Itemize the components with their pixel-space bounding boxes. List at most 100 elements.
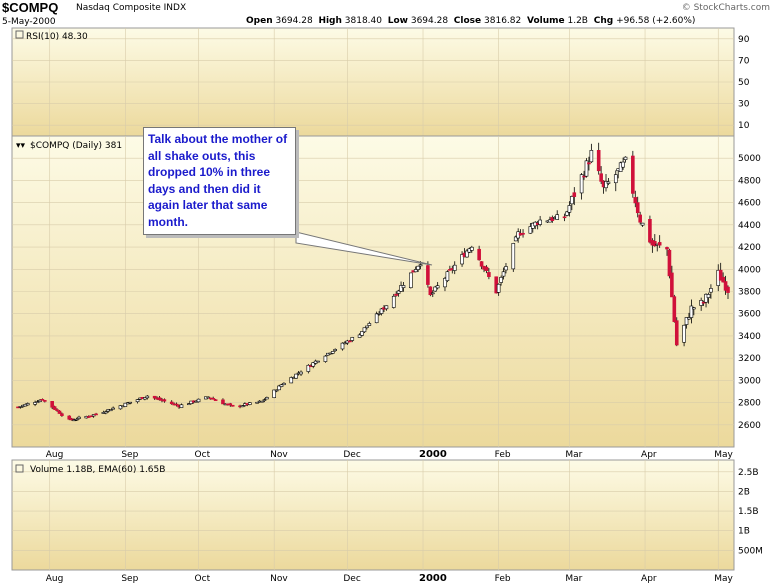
candle-body <box>638 214 642 223</box>
candle-body <box>394 293 398 296</box>
candle-body <box>152 395 157 399</box>
candle-body <box>52 406 57 410</box>
x-tick-label: Oct <box>195 450 211 460</box>
panel-toggle-icon[interactable] <box>15 30 24 39</box>
low-value: 3694.28 <box>410 16 449 26</box>
x-tick-label: May <box>714 450 733 460</box>
candle-body <box>357 334 362 338</box>
candle-body <box>289 377 294 384</box>
candle-body <box>265 397 269 400</box>
x-tick-label: Mar <box>565 574 582 584</box>
candle-body <box>653 241 657 247</box>
candle-body <box>279 384 284 387</box>
annotation-callout: Talk about the mother of all shake outs,… <box>143 127 296 235</box>
candle-body <box>311 362 316 367</box>
candle-body <box>55 409 59 411</box>
candle-body <box>726 286 730 293</box>
candle-body <box>701 301 706 304</box>
candle-body <box>299 371 303 375</box>
x-tick-label: Nov <box>270 574 288 584</box>
candle-body <box>365 325 369 328</box>
candle-body <box>589 150 594 163</box>
candle-body <box>67 415 72 420</box>
candle-body <box>384 305 389 310</box>
price-tick-label: 3400 <box>738 332 761 342</box>
candle-body <box>657 242 662 246</box>
candle-body <box>228 403 233 406</box>
candle-body <box>511 243 516 270</box>
candle-body <box>596 150 601 172</box>
price-tick-label: 5000 <box>738 154 761 164</box>
candle-body <box>111 407 115 410</box>
volume-tick-label: 1B <box>738 527 750 537</box>
x-tick-label: Aug <box>46 574 64 584</box>
candle-body <box>323 355 328 362</box>
candle-body <box>555 214 560 220</box>
price-panel-icon: ▾▾ <box>16 141 26 151</box>
candle-body <box>689 305 694 318</box>
price-tick-label: 3800 <box>738 288 761 298</box>
close-value: 3816.82 <box>484 16 522 26</box>
volume-tick-label: 2.5B <box>738 468 759 478</box>
candle-body <box>196 398 201 403</box>
candle-body <box>213 399 218 401</box>
candle-body <box>562 216 567 219</box>
candle-body <box>606 181 611 184</box>
candle-body <box>91 414 96 417</box>
candle-body <box>448 269 452 271</box>
candle-body <box>240 405 245 408</box>
candle-body <box>211 398 215 400</box>
symbol-title: $COMPQ <box>2 0 59 15</box>
price-tick-label: 4800 <box>738 176 761 186</box>
candle-body <box>343 342 347 345</box>
candle-body <box>401 285 406 288</box>
candle-body <box>635 202 640 214</box>
price-tick-label: 4200 <box>738 243 761 253</box>
volume-toggle-icon[interactable] <box>15 464 24 473</box>
candle-body <box>584 160 589 177</box>
candle-body <box>640 222 645 226</box>
candle-body <box>50 401 54 408</box>
x-tick-label: Dec <box>343 450 360 460</box>
candle-body <box>633 197 638 204</box>
candle-body <box>221 399 225 405</box>
rsi-tick-label: 70 <box>738 56 750 66</box>
candle-body <box>367 323 372 326</box>
open-value: 3694.28 <box>275 16 313 26</box>
x-tick-label: Apr <box>641 574 657 584</box>
candle-body <box>418 264 423 267</box>
candle-body <box>162 399 167 402</box>
candle-body <box>477 248 481 261</box>
candle-body <box>665 247 669 250</box>
candle-body <box>77 416 81 419</box>
candle-body <box>452 264 457 271</box>
candle-body <box>460 254 464 265</box>
candle-body <box>206 396 211 399</box>
candle-body <box>360 331 364 336</box>
x-tick-label: May <box>714 574 733 584</box>
volume-tick-label: 500M <box>738 546 763 556</box>
candle-body <box>409 272 413 289</box>
rsi-tick-label: 10 <box>738 121 750 131</box>
candle-body <box>465 250 469 258</box>
candle-body <box>416 265 420 270</box>
candle-body <box>60 413 64 416</box>
candle-body <box>294 373 298 379</box>
candle-body <box>521 232 525 235</box>
candle-body <box>709 288 713 293</box>
price-tick-label: 2800 <box>738 399 761 409</box>
rsi-tick-label: 50 <box>738 78 750 88</box>
candle-body <box>316 360 320 363</box>
candle-body <box>528 226 533 234</box>
candle-body <box>723 281 728 291</box>
ohlc-summary: Open 3694.28 High 3818.40 Low 3694.28 Cl… <box>246 16 696 26</box>
x-tick-label: Aug <box>46 450 64 460</box>
x-tick-label: 2000 <box>419 573 447 584</box>
candle-body <box>74 418 79 421</box>
x-tick-label: Feb <box>495 450 511 460</box>
candle-body <box>413 269 418 273</box>
candle-body <box>623 156 628 160</box>
candle-body <box>565 211 569 216</box>
candle-body <box>435 285 440 289</box>
